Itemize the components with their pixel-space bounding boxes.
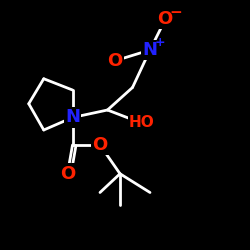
Text: N: N [65, 108, 80, 126]
Text: N: N [142, 41, 158, 59]
Text: −: − [170, 5, 182, 20]
Text: HO: HO [129, 115, 155, 130]
Text: O: O [60, 165, 75, 183]
Text: O: O [158, 10, 172, 28]
Text: O: O [92, 136, 108, 154]
Text: +: + [154, 36, 165, 49]
Text: O: O [108, 52, 122, 70]
